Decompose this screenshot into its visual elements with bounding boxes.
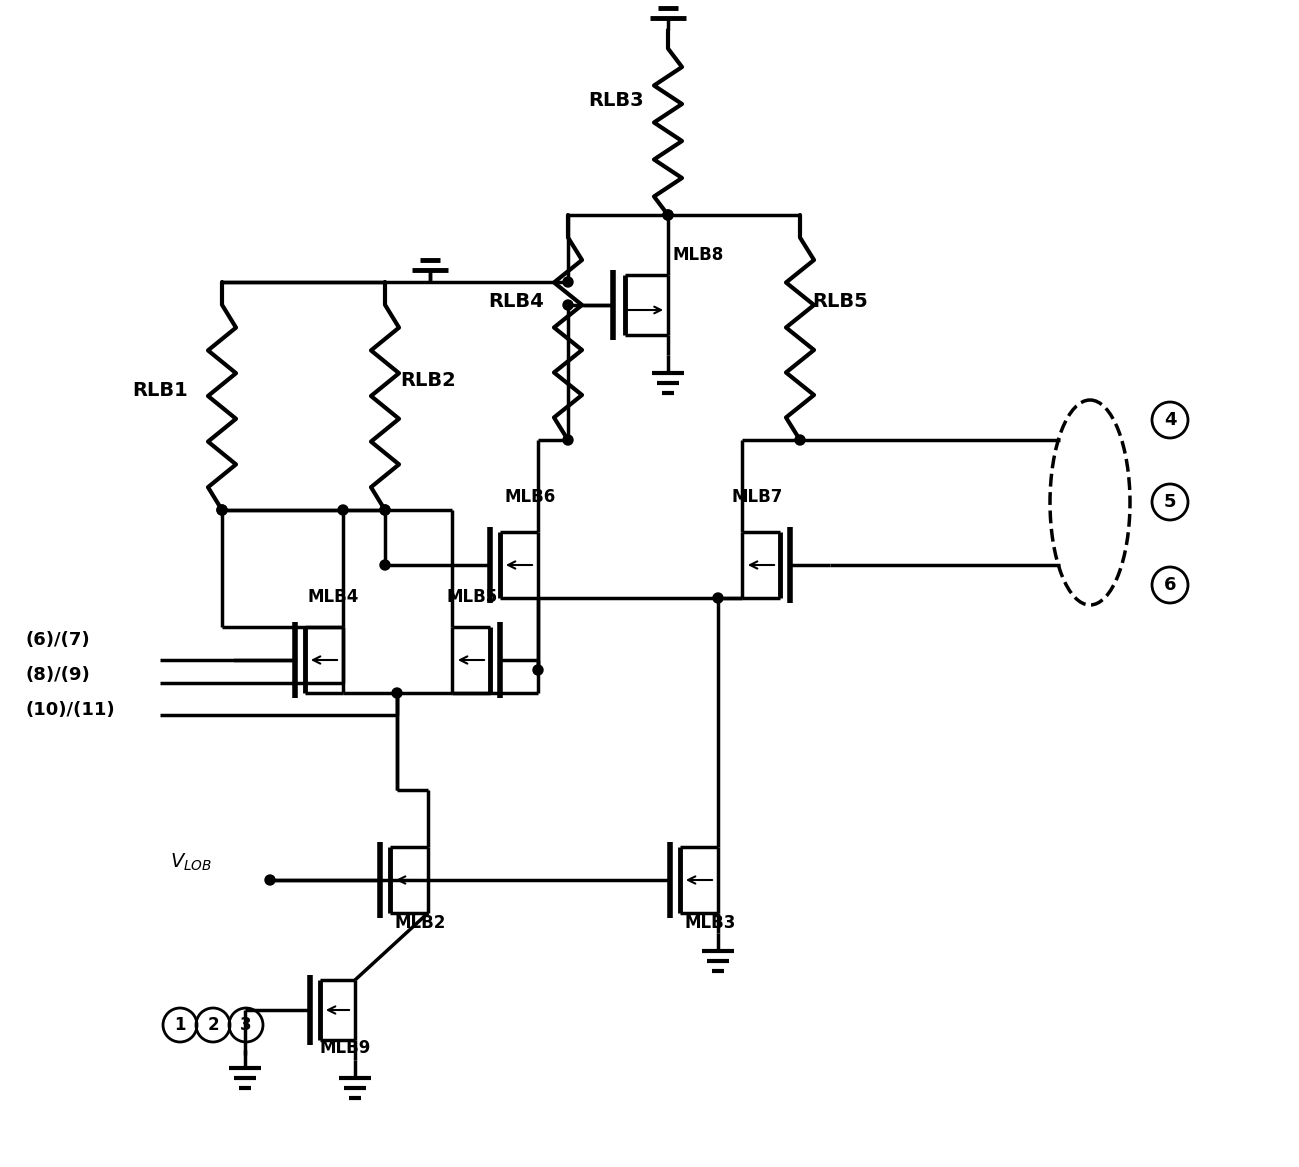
Circle shape <box>562 300 573 310</box>
Text: MLB5: MLB5 <box>447 588 499 606</box>
Text: (10)/(11): (10)/(11) <box>25 701 114 719</box>
Circle shape <box>217 505 227 515</box>
Circle shape <box>562 277 573 287</box>
Circle shape <box>533 665 543 675</box>
Text: (6)/(7): (6)/(7) <box>25 631 90 649</box>
Text: MLB7: MLB7 <box>733 488 783 506</box>
Text: 6: 6 <box>1164 576 1177 594</box>
Circle shape <box>381 505 390 515</box>
Text: 3: 3 <box>240 1016 252 1034</box>
Circle shape <box>338 505 348 515</box>
Text: 5: 5 <box>1164 492 1177 511</box>
Text: MLB4: MLB4 <box>308 588 360 606</box>
Circle shape <box>562 435 573 445</box>
Circle shape <box>217 505 227 515</box>
Circle shape <box>662 210 673 221</box>
Circle shape <box>392 689 401 698</box>
Text: RLB1: RLB1 <box>132 380 188 400</box>
Circle shape <box>381 560 390 569</box>
Text: 1: 1 <box>174 1016 186 1034</box>
Circle shape <box>265 875 275 885</box>
Text: RLB3: RLB3 <box>588 91 643 110</box>
Circle shape <box>795 435 805 445</box>
Text: MLB3: MLB3 <box>685 914 737 932</box>
Circle shape <box>713 593 724 603</box>
Text: (8)/(9): (8)/(9) <box>25 666 90 684</box>
Circle shape <box>381 505 390 515</box>
Text: RLB5: RLB5 <box>812 292 868 310</box>
Text: MLB6: MLB6 <box>505 488 556 506</box>
Text: MLB9: MLB9 <box>320 1039 372 1057</box>
Text: MLB2: MLB2 <box>395 914 447 932</box>
Text: $V_{LOB}$: $V_{LOB}$ <box>170 852 212 873</box>
Text: RLB2: RLB2 <box>400 371 456 390</box>
Circle shape <box>662 210 673 221</box>
Text: 4: 4 <box>1164 411 1177 429</box>
Text: RLB4: RLB4 <box>488 292 544 310</box>
Text: MLB8: MLB8 <box>673 246 725 264</box>
Text: 2: 2 <box>207 1016 218 1034</box>
